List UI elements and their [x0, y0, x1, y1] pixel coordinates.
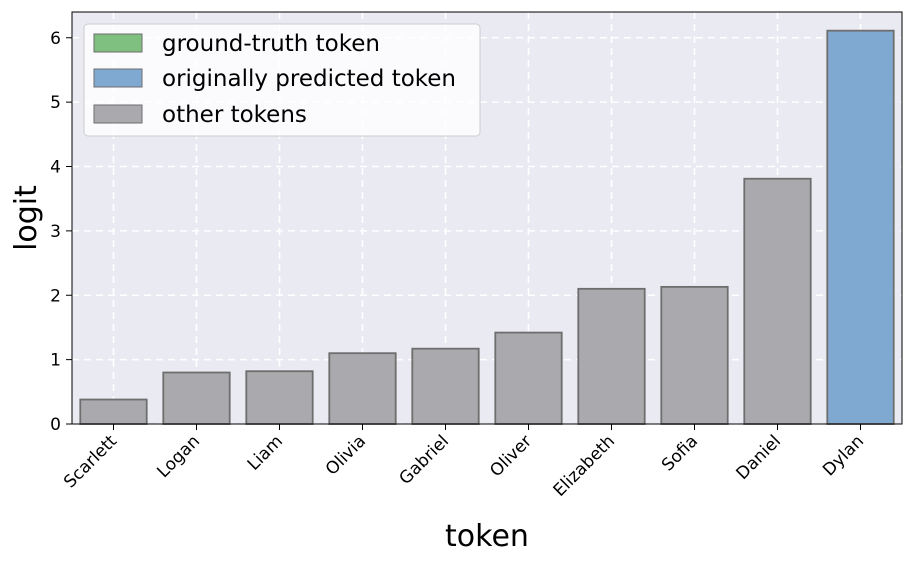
legend-label-ground-truth: ground-truth token [162, 31, 380, 57]
x-tick-label: Elizabeth [550, 431, 619, 500]
y-tick-label: 5 [50, 93, 61, 113]
x-tick-label: Gabriel [396, 431, 453, 488]
x-tick-label: Oliver [486, 431, 536, 481]
y-tick-label: 3 [50, 222, 61, 242]
x-axis-label: token [445, 519, 529, 554]
y-tick-label: 1 [50, 351, 61, 371]
bar-elizabeth [577, 287, 646, 425]
bar-daniel [743, 177, 812, 425]
bar-scarlett [79, 398, 148, 425]
bar-olivia [328, 352, 397, 425]
bars [79, 29, 895, 425]
bar-dylan [826, 29, 895, 425]
bar-oliver [494, 331, 563, 425]
legend-box [83, 23, 481, 137]
x-tick-label: Logan [153, 431, 204, 482]
x-tick-label: Liam [244, 431, 287, 474]
bar-sofia [660, 285, 729, 425]
x-tick-label: Daniel [733, 431, 785, 483]
x-tick-label: Olivia [322, 431, 370, 479]
x-tick-label: Scarlett [60, 431, 121, 492]
bar-logan [162, 371, 231, 425]
y-tick-label: 2 [50, 286, 61, 306]
legend-swatch-ground-truth [93, 33, 143, 53]
y-axis-label: logit [9, 185, 44, 251]
bar-liam [245, 370, 314, 425]
legend-label-predicted: originally predicted token [162, 66, 456, 92]
bar-gabriel [411, 347, 480, 425]
y-tick-label: 4 [50, 158, 61, 178]
x-tick-label: Sofia [658, 431, 702, 475]
legend-swatch-predicted [93, 68, 143, 88]
legend-swatch-other [93, 104, 143, 124]
legend-label-other: other tokens [162, 102, 307, 128]
x-tick-label: Dylan [819, 431, 868, 480]
legend: ground-truth token originally predicted … [83, 23, 481, 137]
y-tick-label: 0 [50, 415, 61, 435]
y-tick-label: 6 [50, 29, 61, 49]
plot-frame [71, 11, 903, 425]
